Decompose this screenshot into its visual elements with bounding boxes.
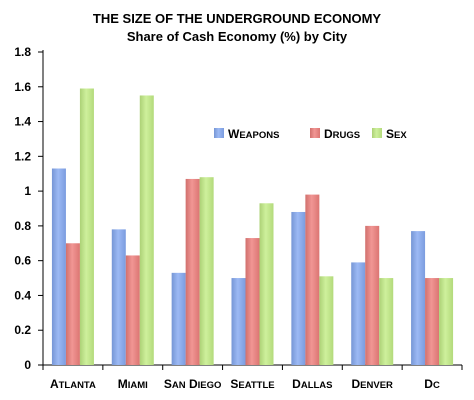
y-tick-label: 1.6 (14, 80, 31, 94)
bar-sex-san-diego (199, 177, 214, 365)
legend-label-drugs: DRUGS (324, 127, 360, 141)
bar-sex-dc (439, 278, 454, 365)
y-tick-label: 1.2 (14, 149, 31, 163)
bar-drugs-san-diego (185, 178, 200, 365)
x-tick-label-miami: MIAMI (118, 377, 148, 391)
legend: WEAPONS DRUGS SEX (214, 127, 407, 141)
bar-sex-denver (379, 278, 394, 365)
legend-swatch-sex (372, 128, 382, 138)
bar-weapons-dallas (291, 211, 306, 365)
y-tick-label: 1 (24, 184, 31, 198)
y-tick-label: 0.8 (14, 219, 31, 233)
y-tick-label: 1.4 (14, 115, 31, 129)
bar-drugs-dallas (305, 194, 320, 365)
y-tick-label: 1.8 (14, 45, 31, 59)
x-tick-label-denver: DENVER (352, 377, 394, 391)
bar-sex-atlanta (79, 88, 94, 366)
bar-sex-dallas (319, 276, 334, 365)
bar-weapons-miami (111, 229, 126, 365)
bar-weapons-san-diego (171, 272, 186, 365)
legend-label-sex: SEX (386, 127, 407, 141)
x-tick-label-san-diego: SAN DIEGO (164, 377, 222, 391)
bar-drugs-denver (365, 225, 380, 365)
y-tick-label: 0.2 (14, 323, 31, 337)
bars-group (51, 88, 454, 366)
y-tick-label: 0.4 (14, 288, 31, 302)
x-axis: ATLANTA MIAMI SAN DIEGO SEATTLE DALLAS DENVER… (42, 364, 463, 391)
x-tick-label-dallas: DALLAS (292, 377, 332, 391)
legend-swatch-weapons (214, 128, 224, 138)
bar-weapons-seattle (231, 278, 246, 365)
y-tick-label: 0 (24, 358, 31, 372)
y-tick-label: 0.6 (14, 254, 31, 268)
x-tick-label-dc: DC (424, 377, 440, 391)
x-tick-label-atlanta: ATLANTA (50, 377, 96, 391)
bar-drugs-seattle (245, 238, 260, 365)
legend-swatch-drugs (310, 128, 320, 138)
bar-weapons-atlanta (51, 168, 66, 365)
x-tick-label-seattle: SEATTLE (230, 377, 274, 391)
bar-weapons-denver (351, 262, 366, 365)
chart-subtitle: Share of Cash Economy (%) by City (127, 29, 348, 44)
y-axis: 0 0.2 0.4 0.6 0.8 1 1.2 1.4 1.6 1.8 (14, 45, 44, 372)
bar-drugs-dc (425, 278, 440, 365)
legend-label-weapons: WEAPONS (228, 127, 279, 141)
bar-drugs-atlanta (65, 243, 80, 365)
chart-title: THE SIZE OF THE UNDERGROUND ECONOMY (93, 11, 382, 26)
bar-weapons-dc (411, 231, 426, 365)
bar-sex-seattle (259, 203, 274, 365)
bar-sex-miami (139, 95, 154, 365)
bar-drugs-miami (125, 255, 140, 365)
